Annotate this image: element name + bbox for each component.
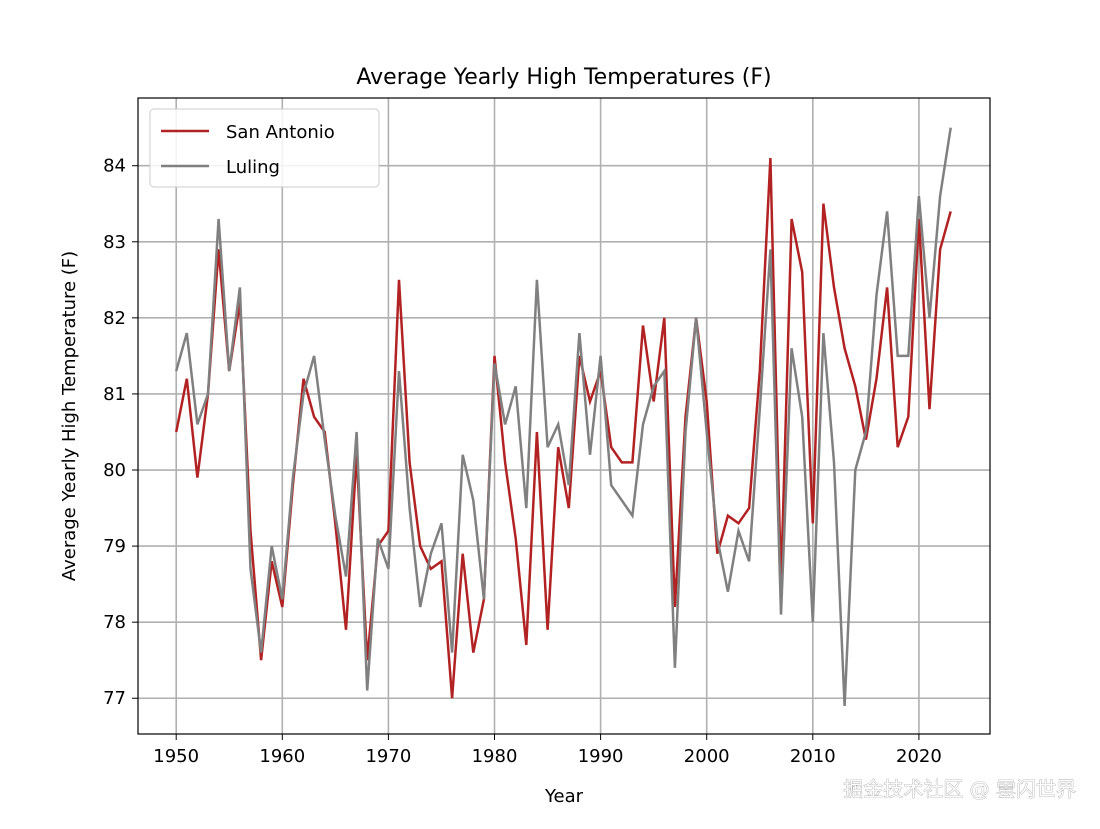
plot-frame [137,97,991,735]
series-lines [174,127,952,706]
series-line-san-antonio [174,158,952,699]
x-tick-label: 2000 [684,746,730,767]
x-tick-label: 1970 [365,746,411,767]
y-tick-label: 81 [103,384,126,405]
y-axis-ticks: 77 78 79 80 81 82 83 84 [103,156,138,709]
x-tick-label: 2010 [790,746,836,767]
x-axis-label: Year [544,786,584,807]
chart-title: Average Yearly High Temperatures (F) [356,65,771,90]
x-axis-ticks: 1950 1960 1970 1980 1990 2000 2010 2020 [153,734,942,767]
watermark: 掘金技术社区 @ 雲闪世界 [843,777,1076,801]
x-tick-label: 1950 [153,746,199,767]
x-tick-label: 1980 [472,746,518,767]
x-tick-label: 2020 [896,746,942,767]
y-tick-label: 82 [103,308,126,329]
legend-box [149,108,380,188]
legend: San Antonio Luling [149,108,380,188]
series-line-luling [174,127,952,706]
y-tick-label: 77 [103,688,126,709]
y-tick-label: 79 [103,536,126,557]
y-tick-label: 84 [103,156,126,177]
x-tick-label: 1990 [578,746,624,767]
x-tick-label: 1960 [259,746,305,767]
y-tick-label: 83 [103,232,126,253]
legend-label-san-antonio: San Antonio [226,122,335,143]
y-tick-label: 80 [103,460,126,481]
y-axis-label: Average Yearly High Temperature (F) [59,251,80,581]
legend-label-luling: Luling [226,157,280,178]
y-tick-label: 78 [103,612,126,633]
